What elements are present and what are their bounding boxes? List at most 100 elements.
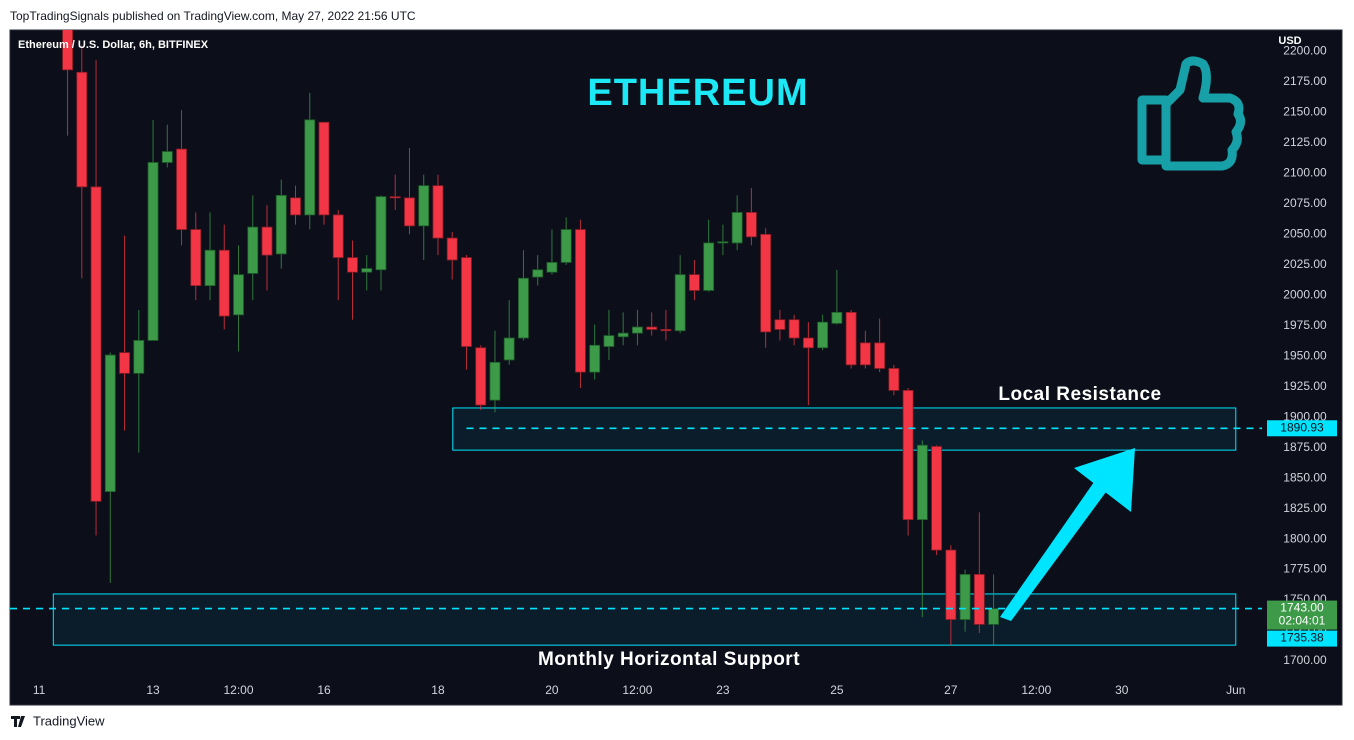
- candle-body: [945, 549, 957, 620]
- candle-body: [973, 574, 985, 625]
- candle-body: [874, 342, 886, 369]
- candle-body: [347, 257, 358, 273]
- x-tick-label: 18: [431, 683, 445, 697]
- candle-body: [931, 446, 943, 551]
- x-tick-label: 20: [545, 683, 559, 697]
- x-tick-label: 11: [33, 683, 46, 697]
- candle-body: [760, 233, 772, 333]
- candle-body: [916, 444, 928, 521]
- candle-body: [275, 194, 287, 255]
- y-tick-label: 1775.00: [1283, 562, 1327, 576]
- candle-body: [589, 344, 601, 373]
- y-tick-label: 2050.00: [1283, 227, 1327, 241]
- x-tick-label: 16: [317, 683, 331, 697]
- candle-body: [717, 241, 729, 244]
- candle-body: [90, 186, 102, 502]
- price-label-box: [1267, 600, 1337, 630]
- candle-body: [332, 214, 344, 258]
- candle-body: [62, 30, 73, 71]
- footer-logo: [11, 716, 25, 727]
- candle-body: [660, 329, 672, 332]
- candle-body: [318, 121, 330, 216]
- candle-body: [233, 274, 244, 316]
- price-label: 1743.00: [1280, 601, 1324, 615]
- candle-body: [176, 148, 187, 230]
- plot-area: [10, 30, 1262, 646]
- candle-body: [261, 226, 273, 256]
- candle-body: [389, 196, 401, 199]
- candle-body: [959, 574, 971, 620]
- candle-body: [76, 71, 88, 188]
- x-tick-label: 13: [146, 683, 160, 697]
- published-note: TopTradingSignals published on TradingVi…: [10, 9, 416, 23]
- candle-body: [802, 337, 814, 349]
- zone: [52, 593, 1237, 646]
- candle-body: [119, 352, 130, 374]
- y-tick-label: 2200.00: [1283, 44, 1327, 58]
- y-tick-label: 1925.00: [1283, 379, 1327, 393]
- candle-body: [988, 608, 999, 625]
- price-label: 1735.38: [1280, 631, 1324, 645]
- candle-body: [503, 337, 515, 361]
- arrow-shaft: [1000, 482, 1106, 621]
- x-tick-label: 12:00: [622, 683, 652, 697]
- x-tick-label: 27: [944, 683, 958, 697]
- candle-body: [432, 185, 444, 239]
- thumbs-up-icon: [1137, 56, 1246, 171]
- candle-body: [461, 257, 472, 347]
- candle-body: [361, 268, 373, 273]
- zone-label: Local Resistance: [998, 384, 1161, 405]
- y-tick-label: 1875.00: [1283, 440, 1327, 454]
- candle-body: [147, 162, 159, 341]
- zone-label: Monthly Horizontal Support: [538, 649, 800, 670]
- price-label-box: [1267, 630, 1337, 647]
- symbol-title: Ethereum / U.S. Dollar, 6h, BITFINEX: [18, 39, 209, 51]
- y-tick-label: 2175.00: [1283, 74, 1327, 88]
- x-tick-label: 12:00: [1021, 683, 1051, 697]
- candle-body: [190, 229, 202, 286]
- candle-body: [859, 342, 871, 366]
- candle-body: [104, 354, 116, 492]
- y-tick-label: 2100.00: [1283, 166, 1327, 180]
- countdown: 02:04:01: [1279, 614, 1326, 628]
- candle-body: [532, 269, 544, 278]
- candle-body: [446, 237, 458, 261]
- arrow-head: [1074, 448, 1135, 512]
- candle-body: [560, 229, 572, 263]
- y-tick-label: 1975.00: [1283, 318, 1327, 332]
- candle-body: [204, 249, 216, 286]
- candle-body: [731, 212, 743, 244]
- candle-body: [888, 368, 900, 391]
- candle-body: [475, 347, 487, 406]
- candle-body: [674, 274, 686, 332]
- candle-body: [689, 274, 700, 291]
- candle-body: [632, 326, 643, 334]
- candle-body: [575, 229, 586, 373]
- candle-body: [845, 312, 857, 366]
- candle-body: [617, 332, 629, 338]
- currency-bg: [1266, 32, 1340, 50]
- currency-label: USD: [1278, 35, 1301, 47]
- price-label-box: [1267, 420, 1337, 437]
- y-tick-label: 1950.00: [1283, 348, 1327, 362]
- candle-body: [831, 312, 843, 324]
- chart-title: ETHEREUM: [587, 72, 808, 114]
- y-tick-label: 1700.00: [1283, 653, 1327, 667]
- x-tick-label: 30: [1115, 683, 1129, 697]
- y-tick-label: 2000.00: [1283, 288, 1327, 302]
- price-label: 1890.93: [1280, 420, 1324, 434]
- candle-body: [418, 185, 430, 227]
- candle-body: [745, 212, 757, 238]
- candle-body: [304, 119, 316, 216]
- x-tick-label: 23: [716, 683, 730, 697]
- x-tick-label: Jun: [1226, 683, 1245, 697]
- y-tick-label: 1825.00: [1283, 501, 1327, 515]
- candle-body: [489, 361, 501, 401]
- thumbs-up-hand: [1161, 56, 1246, 171]
- candle-body: [161, 151, 173, 163]
- candle-body: [133, 340, 145, 374]
- candle-body: [290, 197, 301, 216]
